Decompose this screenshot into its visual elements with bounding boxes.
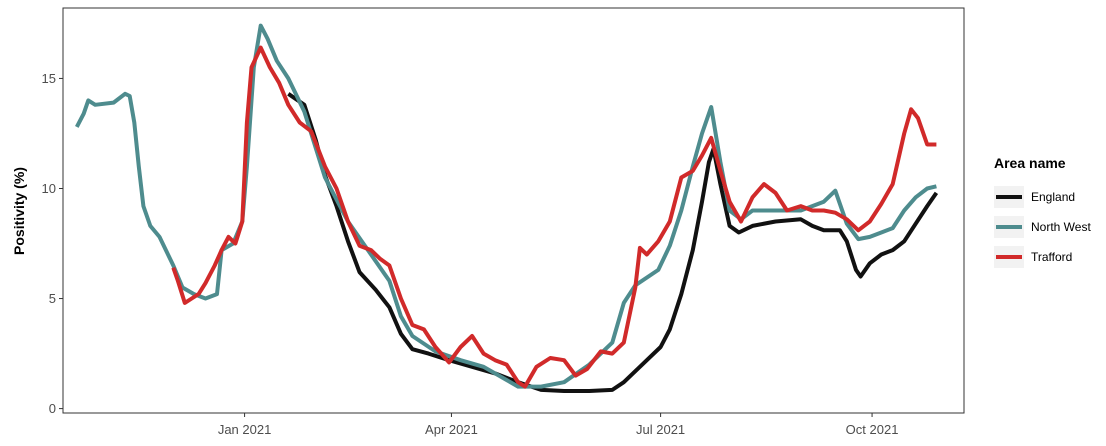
- series-line-north-west: [75, 23, 937, 389]
- y-tick-label: 5: [49, 291, 56, 306]
- y-tick-label: 0: [49, 401, 56, 416]
- legend-title: Area name: [994, 155, 1066, 171]
- y-axis: 0 5 10 15: [42, 71, 63, 416]
- x-tick-label: Jan 2021: [218, 422, 272, 437]
- x-axis: Jan 2021 Apr 2021 Jul 2021 Oct 2021: [218, 413, 899, 437]
- legend-label-north-west: North West: [1031, 220, 1091, 234]
- legend-items: England North West Trafford: [994, 186, 1091, 268]
- x-tick-label: Oct 2021: [846, 422, 899, 437]
- y-tick-label: 15: [42, 71, 56, 86]
- legend: Area name England North West Trafford: [994, 155, 1091, 268]
- x-tick-label: Apr 2021: [425, 422, 478, 437]
- x-tick-label: Jul 2021: [636, 422, 685, 437]
- series-line-england: [287, 92, 939, 393]
- legend-label-england: England: [1031, 190, 1075, 204]
- series-layer: [75, 23, 939, 393]
- legend-label-trafford: Trafford: [1031, 250, 1072, 264]
- series-line-trafford: [171, 45, 937, 389]
- y-tick-label: 10: [42, 181, 56, 196]
- y-axis-title: Positivity (%): [11, 167, 27, 255]
